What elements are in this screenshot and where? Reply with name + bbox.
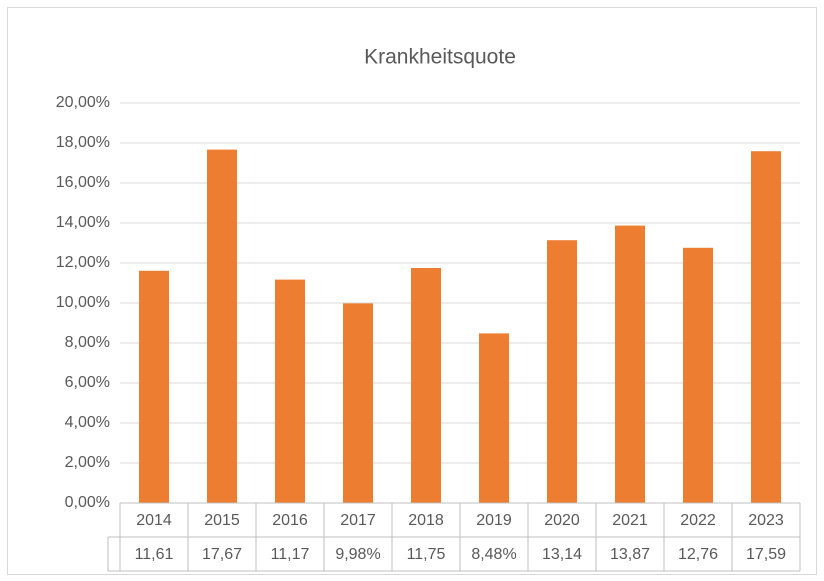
y-tick-label: 10,00% (56, 294, 110, 311)
bar (683, 247, 713, 503)
x-tick-label: 2022 (680, 512, 716, 529)
table-value: 11,61 (135, 546, 174, 563)
table-value: 11,75 (407, 546, 446, 563)
x-tick-label: 2021 (612, 512, 648, 529)
y-tick-label: 8,00% (65, 334, 110, 351)
table-value: 12,76 (678, 546, 718, 563)
x-tick-label: 2016 (272, 512, 308, 529)
y-tick-label: 6,00% (65, 374, 110, 391)
y-tick-label: 4,00% (65, 414, 110, 431)
y-tick-label: 2,00% (65, 454, 110, 471)
x-tick-label: 2017 (340, 512, 376, 529)
table-value: 17,59 (746, 546, 786, 563)
table-value: 8,48% (471, 546, 516, 563)
bar (479, 333, 509, 503)
bar (411, 268, 441, 503)
x-tick-label: 2023 (748, 512, 784, 529)
bar (139, 270, 169, 503)
chart-title: Krankheitsquote (364, 46, 516, 69)
table-value: 9,98% (335, 546, 380, 563)
table-value: 11,17 (271, 546, 310, 563)
x-tick-label: 2020 (544, 512, 580, 529)
bar (615, 225, 645, 503)
y-tick-label: 0,00% (65, 494, 110, 511)
bar (275, 279, 305, 503)
table-value: 17,67 (202, 546, 242, 563)
x-tick-label: 2019 (476, 512, 512, 529)
y-tick-label: 12,00% (56, 254, 110, 271)
bar (343, 303, 373, 503)
y-tick-label: 16,00% (56, 174, 110, 191)
y-tick-label: 20,00% (56, 94, 110, 111)
y-tick-label: 18,00% (56, 134, 110, 151)
bar (547, 240, 577, 503)
y-tick-label: 14,00% (56, 214, 110, 231)
table-value: 13,87 (610, 546, 650, 563)
table-value: 13,14 (542, 546, 582, 563)
bar (751, 151, 781, 503)
x-tick-label: 2015 (204, 512, 240, 529)
x-tick-label: 2018 (408, 512, 444, 529)
x-tick-label: 2014 (136, 512, 172, 529)
bar (207, 149, 237, 503)
